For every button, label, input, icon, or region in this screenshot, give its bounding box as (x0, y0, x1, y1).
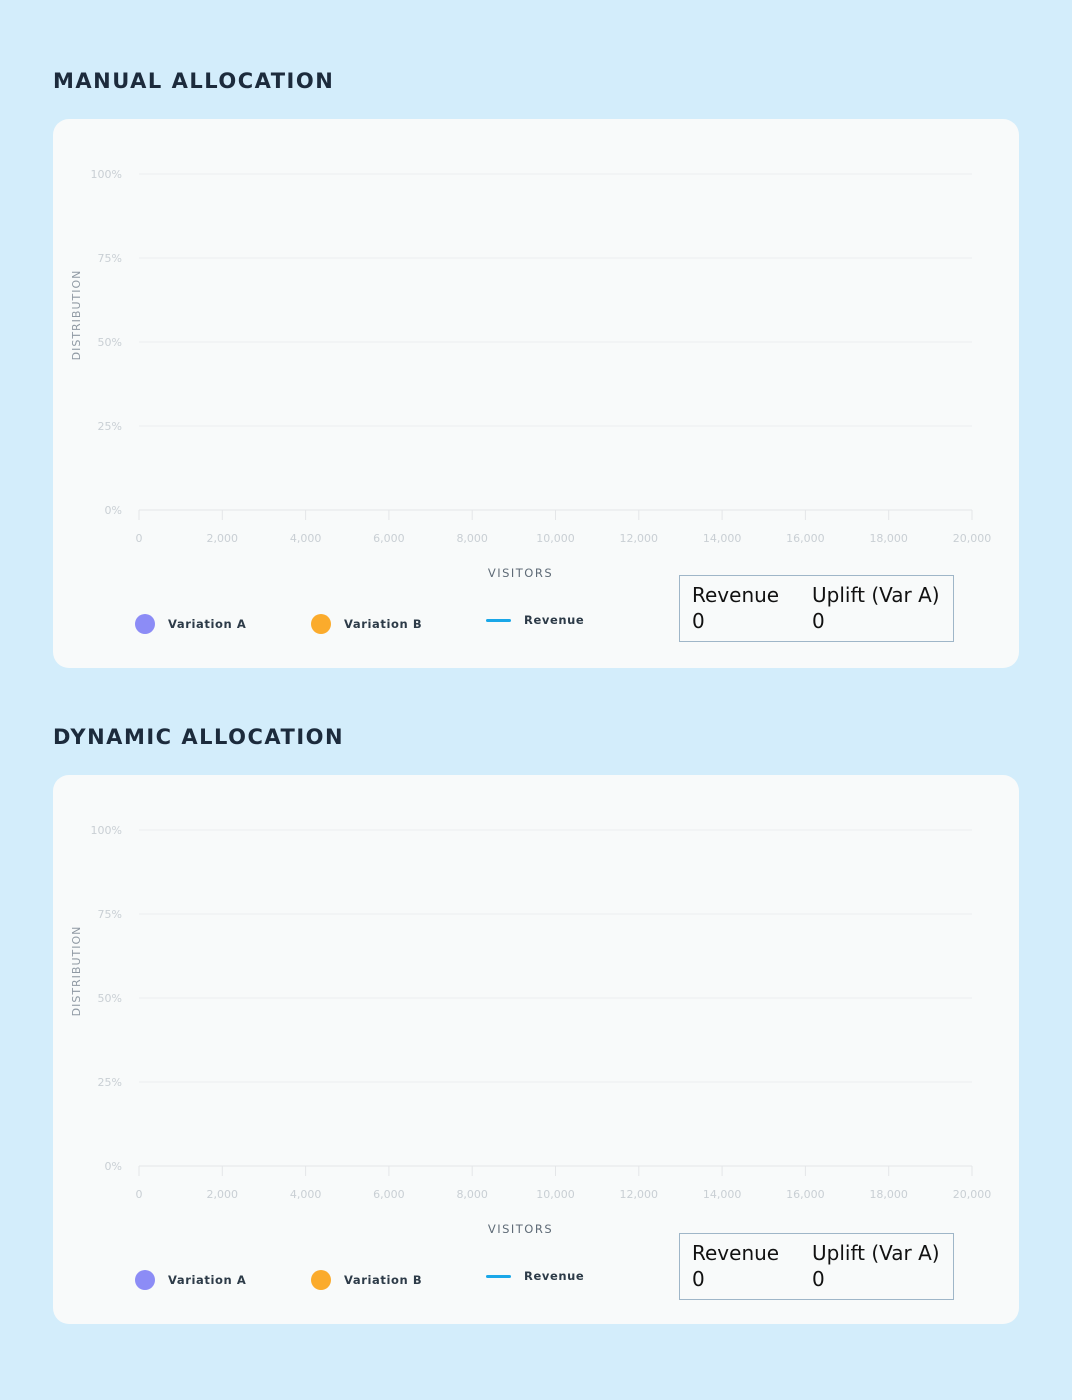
legend-revenue[interactable]: Revenue (486, 613, 584, 627)
legend-label: Revenue (524, 613, 585, 627)
x-axis-label: VISITORS (488, 566, 553, 580)
x-tick-label: 2,000 (207, 532, 239, 545)
uplift-stat: Uplift (Var A) 0 (812, 1240, 940, 1292)
x-tick-label: 18,000 (869, 1188, 908, 1201)
x-tick-label: 20,000 (953, 532, 992, 545)
x-tick-label: 10,000 (536, 532, 575, 545)
y-tick-label: 75% (98, 252, 122, 265)
section-title: MANUAL ALLOCATION (53, 69, 335, 93)
y-axis-label: DISTRIBUTION (70, 926, 83, 1017)
legend-label: Variation B (344, 617, 423, 631)
variation-b-dot-icon (311, 614, 331, 634)
revenue-line-icon (486, 618, 511, 622)
stats-box: Revenue 0 Uplift (Var A) 0 (679, 575, 954, 642)
legend-variation-a[interactable]: Variation A (135, 1270, 246, 1290)
uplift-stat: Uplift (Var A) 0 (812, 582, 940, 634)
uplift-label: Uplift (Var A) (812, 583, 940, 607)
x-tick-label: 12,000 (620, 1188, 659, 1201)
y-tick-label: 100% (91, 824, 122, 837)
chart-card: 0% 25% 50% 75% 100% 0 2,000 4,000 6,000 8,000 10,0… (53, 775, 1019, 1324)
variation-a-dot-icon (135, 1270, 155, 1290)
x-axis-label: VISITORS (488, 1222, 553, 1236)
revenue-label: Revenue (692, 583, 780, 607)
uplift-value: 0 (812, 1267, 825, 1291)
stats-box: Revenue 0 Uplift (Var A) 0 (679, 1233, 954, 1300)
legend-variation-b[interactable]: Variation B (311, 1270, 422, 1290)
revenue-stat: Revenue 0 (692, 1240, 779, 1292)
legend-label: Variation A (168, 617, 247, 631)
x-tick-label: 8,000 (456, 1188, 488, 1201)
variation-b-dot-icon (311, 1270, 331, 1290)
x-tick-label: 6,000 (373, 1188, 405, 1201)
x-tick-label: 4,000 (290, 532, 322, 545)
x-tick-label: 0 (136, 1188, 143, 1201)
x-tick-label: 16,000 (786, 1188, 825, 1201)
x-tick-label: 8,000 (456, 532, 488, 545)
x-tick-label: 14,000 (703, 532, 742, 545)
revenue-value: 0 (692, 1267, 705, 1291)
x-tick-label: 18,000 (869, 532, 908, 545)
distribution-chart: 0% 25% 50% 75% 100% 0 2,000 4,000 6,000 8,000 10,0… (70, 168, 992, 580)
legend-revenue[interactable]: Revenue (486, 1269, 584, 1283)
x-tick-label: 10,000 (536, 1188, 575, 1201)
y-tick-label: 75% (98, 908, 122, 921)
x-tick-label: 12,000 (620, 532, 659, 545)
legend-label: Revenue (524, 1269, 585, 1283)
variation-a-dot-icon (135, 614, 155, 634)
y-tick-label: 0% (105, 1160, 122, 1173)
x-tick-label: 0 (136, 532, 143, 545)
chart-card: 0% 25% 50% 75% 100% 0 2,000 4,000 6,000 8,000 10,0… (53, 119, 1019, 668)
y-axis-label: DISTRIBUTION (70, 270, 83, 361)
x-tick-label: 20,000 (953, 1188, 992, 1201)
uplift-label: Uplift (Var A) (812, 1241, 940, 1265)
revenue-line-icon (486, 1274, 511, 1278)
uplift-value: 0 (812, 609, 825, 633)
y-tick-label: 25% (98, 1076, 122, 1089)
y-tick-label: 25% (98, 420, 122, 433)
x-tick-label: 16,000 (786, 532, 825, 545)
distribution-chart: 0% 25% 50% 75% 100% 0 2,000 4,000 6,000 8,000 10,0… (70, 824, 992, 1236)
legend-label: Variation A (168, 1273, 247, 1287)
x-tick-label: 2,000 (207, 1188, 239, 1201)
x-tick-label: 4,000 (290, 1188, 322, 1201)
revenue-label: Revenue (692, 1241, 780, 1265)
y-tick-label: 50% (98, 992, 122, 1005)
x-tick-label: 6,000 (373, 532, 405, 545)
legend-variation-a[interactable]: Variation A (135, 614, 246, 634)
revenue-value: 0 (692, 609, 705, 633)
section-title: DYNAMIC ALLOCATION (53, 725, 345, 749)
y-tick-label: 100% (91, 168, 122, 181)
y-tick-label: 50% (98, 336, 122, 349)
y-tick-label: 0% (105, 504, 122, 517)
x-tick-label: 14,000 (703, 1188, 742, 1201)
legend-label: Variation B (344, 1273, 423, 1287)
legend-variation-b[interactable]: Variation B (311, 614, 422, 634)
revenue-stat: Revenue 0 (692, 582, 779, 634)
